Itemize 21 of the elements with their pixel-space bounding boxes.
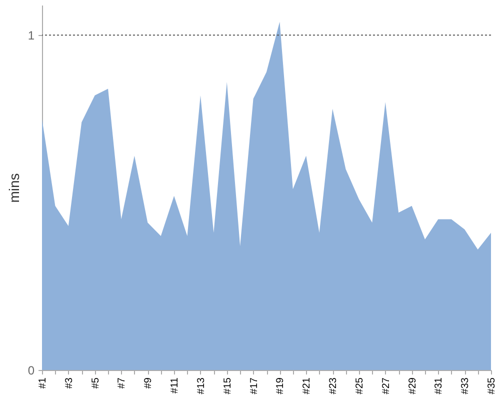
x-tick-label: #19 — [275, 377, 286, 394]
x-tick-label: #31 — [434, 377, 445, 394]
x-tick-label: #23 — [328, 377, 340, 394]
x-tick-label: #13 — [196, 377, 207, 394]
x-tick-label: #27 — [380, 377, 392, 394]
x-tick-label: #25 — [354, 377, 366, 394]
y-axis-title: mins — [6, 173, 22, 203]
x-tick-label: #9 — [143, 377, 154, 389]
x-tick-label: #5 — [90, 377, 102, 389]
x-tick-label: #33 — [460, 377, 472, 394]
x-tick-label: #21 — [302, 377, 313, 394]
x-tick-label: #29 — [407, 377, 418, 394]
x-tick-label: #7 — [116, 377, 128, 389]
y-tick-label: 1 — [28, 28, 35, 43]
x-tick-label: #17 — [248, 377, 260, 394]
x-tick-label: #3 — [64, 377, 75, 389]
x-tick-label: #35 — [486, 377, 498, 394]
x-tick-label: #15 — [222, 377, 234, 394]
x-tick-label: #11 — [170, 377, 181, 394]
y-tick-label: 0 — [28, 364, 35, 378]
x-tick-label: #1 — [38, 377, 48, 389]
